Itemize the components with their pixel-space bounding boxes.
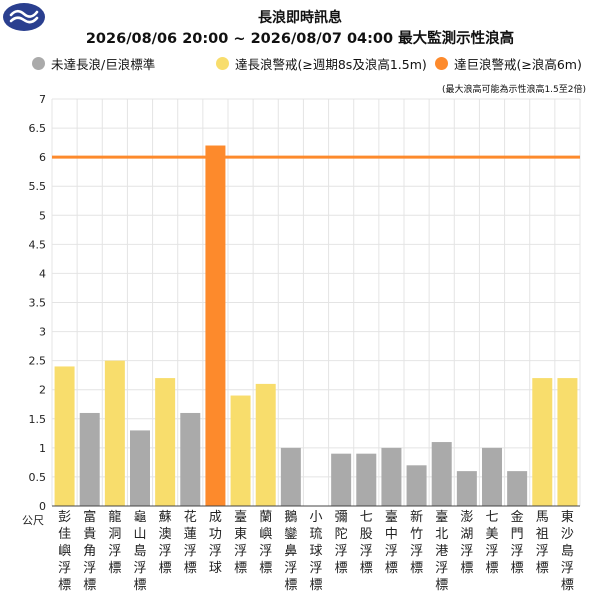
legend-swatch-orange (435, 57, 448, 70)
x-tick-label: 新竹浮標 (410, 509, 423, 576)
y-tick-label: 3.5 (29, 297, 47, 310)
y-tick-label: 2.5 (29, 355, 47, 368)
x-tick-label: 彭佳嶼浮標 (58, 510, 71, 593)
y-tick-label: 5.5 (29, 180, 47, 193)
y-tick-label: 0.5 (29, 471, 47, 484)
y-tick-label: 7 (39, 93, 46, 106)
legend-swatch-yellow (216, 57, 229, 70)
bar (557, 378, 578, 506)
x-tick-label: 七美浮標 (485, 510, 498, 576)
bar (230, 395, 251, 506)
x-tick-label: 龜山島浮標 (133, 510, 146, 593)
legend-item-giant-wave: 達巨浪警戒(≥浪高6m) (435, 54, 582, 73)
y-axis-label: 公尺 (22, 514, 44, 527)
x-tick-label: 臺東浮標 (234, 510, 247, 576)
bar (130, 430, 150, 506)
page-subtitle: 2026/08/06 20:00 ~ 2026/08/07 04:00 最大監測… (85, 31, 515, 47)
y-tick-label: 1.5 (29, 413, 47, 426)
x-tick-label: 成功浮球 (209, 510, 222, 576)
bar (280, 447, 301, 506)
bar (356, 453, 377, 506)
bar (507, 471, 528, 506)
bar (255, 383, 276, 506)
x-tick-label: 小琉球浮標 (309, 510, 322, 593)
bar (431, 442, 452, 506)
legend-item-swell: 達長浪警戒(≥週期8s及浪高1.5m) (216, 54, 427, 73)
y-tick-label: 6 (39, 151, 46, 164)
bar (406, 465, 427, 506)
y-tick-label: 4 (39, 267, 46, 280)
x-tick-label: 臺北港浮標 (435, 510, 448, 593)
x-tick-label: 澎湖浮標 (460, 510, 473, 576)
legend-swatch-gray (32, 57, 45, 70)
x-tick-label: 鵝鑾鼻浮標 (284, 510, 297, 593)
y-tick-label: 3 (39, 326, 46, 339)
bar (532, 378, 553, 506)
bar (155, 378, 176, 506)
bar (104, 360, 125, 506)
chart-legend: 未達長浪/巨浪標準 達長浪警戒(≥週期8s及浪高1.5m) 達巨浪警戒(≥浪高6… (30, 54, 600, 72)
chart-note: (最大浪高可能為示性浪高1.5至2倍) (441, 85, 586, 95)
y-tick-label: 4.5 (29, 238, 47, 251)
x-tick-label: 七股浮標 (360, 510, 373, 576)
x-tick-label: 東沙島浮標 (561, 509, 574, 593)
x-tick-label: 彌陀浮標 (335, 510, 348, 576)
x-tick-label: 蘭嶼浮標 (259, 509, 272, 576)
bar (180, 412, 201, 506)
legend-label: 達長浪警戒(≥週期8s及浪高1.5m) (235, 57, 427, 72)
y-tick-label: 2 (39, 384, 46, 397)
bar (381, 447, 402, 506)
cwa-logo-icon (3, 3, 45, 31)
y-tick-label: 0 (39, 500, 46, 513)
bar (456, 471, 477, 506)
x-tick-label: 蘇澳浮標 (159, 510, 172, 576)
y-tick-label: 6.5 (29, 122, 47, 135)
x-tick-label: 臺中浮標 (385, 510, 398, 576)
bar (205, 145, 226, 506)
y-tick-label: 5 (39, 209, 46, 222)
legend-item-normal: 未達長浪/巨浪標準 (32, 54, 155, 73)
legend-label: 未達長浪/巨浪標準 (51, 57, 156, 72)
x-tick-label: 金門浮標 (511, 509, 524, 576)
page-title: 長浪即時訊息 (258, 10, 342, 26)
x-tick-label: 馬祖浮標 (536, 510, 549, 576)
x-tick-label: 花蓮浮標 (184, 509, 197, 576)
bar (331, 453, 352, 506)
bar (79, 412, 100, 506)
bar (54, 366, 75, 506)
x-tick-label: 富貴角浮標 (83, 509, 96, 593)
legend-label: 達巨浪警戒(≥浪高6m) (454, 57, 582, 72)
y-tick-label: 1 (39, 442, 46, 455)
x-tick-label: 龍洞浮標 (108, 509, 121, 576)
bar (482, 447, 502, 506)
